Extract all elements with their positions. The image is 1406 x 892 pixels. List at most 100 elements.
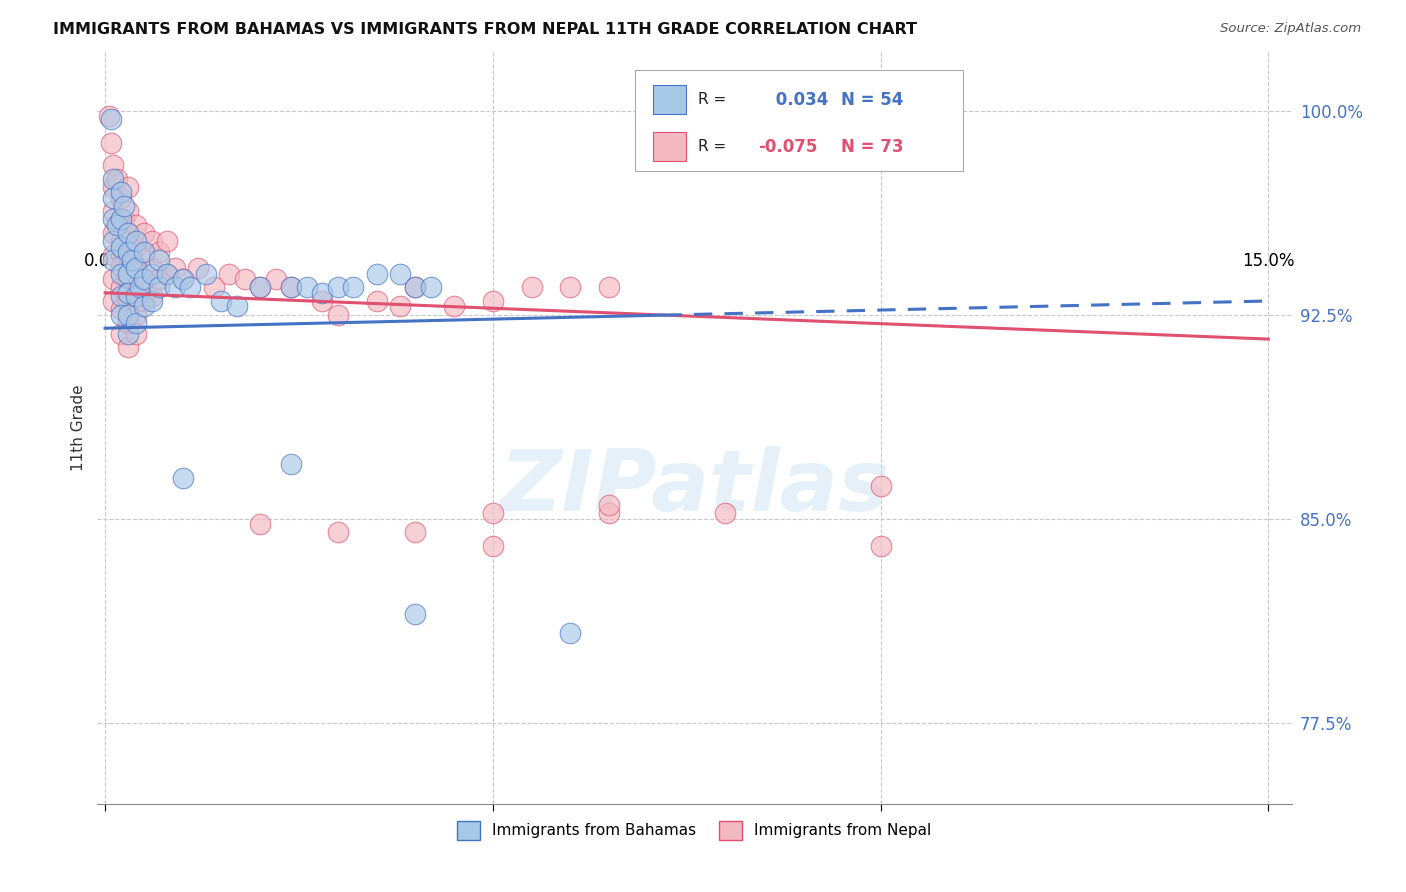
Text: 0.034: 0.034 <box>769 91 828 109</box>
Point <box>132 272 155 286</box>
Text: R =: R = <box>697 92 727 107</box>
Y-axis label: 11th Grade: 11th Grade <box>72 384 86 471</box>
Point <box>110 212 132 227</box>
Point <box>404 280 426 294</box>
Point <box>598 506 620 520</box>
Point <box>141 261 163 276</box>
Point <box>311 293 333 308</box>
Point <box>125 308 148 322</box>
Point <box>520 280 543 294</box>
Point <box>101 204 124 219</box>
Point <box>249 517 271 532</box>
Point <box>326 525 349 540</box>
Point <box>148 272 170 286</box>
Point <box>233 272 256 286</box>
Point <box>114 199 136 213</box>
Point <box>110 288 132 302</box>
Point <box>342 280 364 294</box>
Point <box>125 234 148 248</box>
Point <box>132 300 155 314</box>
Point <box>163 261 186 276</box>
Point <box>117 267 139 281</box>
Point <box>714 506 737 520</box>
Point <box>156 267 179 281</box>
Point <box>560 280 582 294</box>
Point <box>141 234 163 248</box>
Point <box>101 212 124 227</box>
Point <box>172 272 194 286</box>
Text: -0.075: -0.075 <box>758 137 817 156</box>
Text: N = 54: N = 54 <box>841 91 904 109</box>
Point <box>419 280 441 294</box>
Point <box>280 457 302 471</box>
Text: N = 73: N = 73 <box>841 137 904 156</box>
Point <box>101 253 124 268</box>
Point <box>311 285 333 300</box>
Point <box>117 248 139 262</box>
Point <box>101 226 124 240</box>
Point <box>388 267 411 281</box>
Point <box>117 226 139 240</box>
Point <box>141 288 163 302</box>
Point <box>264 272 287 286</box>
Point <box>482 506 505 520</box>
Point <box>218 267 240 281</box>
Point <box>125 285 148 300</box>
Point <box>125 239 148 253</box>
Point <box>117 285 139 300</box>
Point <box>366 293 388 308</box>
Text: 15.0%: 15.0% <box>1241 252 1295 270</box>
Point <box>125 261 148 276</box>
Text: ZIPatlas: ZIPatlas <box>499 446 890 529</box>
Point <box>280 280 302 294</box>
Point <box>117 308 139 322</box>
Point <box>869 479 891 493</box>
Point <box>172 272 194 286</box>
Point <box>148 253 170 268</box>
Point <box>326 308 349 322</box>
Point <box>156 267 179 281</box>
Point <box>110 234 132 248</box>
Point <box>117 245 139 260</box>
Point <box>326 280 349 294</box>
Point <box>366 267 388 281</box>
Point <box>404 607 426 621</box>
Point <box>132 272 155 286</box>
Point <box>295 280 318 294</box>
Point <box>101 191 124 205</box>
Point <box>172 471 194 485</box>
Point <box>148 245 170 260</box>
Point <box>482 293 505 308</box>
Point <box>125 218 148 232</box>
Point <box>110 185 132 199</box>
Point <box>110 280 132 294</box>
Point <box>156 234 179 248</box>
Point <box>117 272 139 286</box>
Point <box>132 245 155 260</box>
Text: Source: ZipAtlas.com: Source: ZipAtlas.com <box>1220 22 1361 36</box>
Point <box>110 239 132 253</box>
Point <box>101 248 124 262</box>
Point <box>125 261 148 276</box>
Point <box>117 204 139 219</box>
Point <box>110 267 132 281</box>
Point <box>110 191 132 205</box>
Bar <box>652 132 686 161</box>
Point <box>117 326 139 341</box>
FancyBboxPatch shape <box>634 70 963 171</box>
Point <box>125 316 148 330</box>
Point <box>249 280 271 294</box>
Point <box>110 302 132 317</box>
Point <box>280 280 302 294</box>
Point <box>141 267 163 281</box>
Point <box>101 293 124 308</box>
Point <box>187 261 209 276</box>
Point <box>869 539 891 553</box>
Point <box>388 300 411 314</box>
Point <box>141 293 163 308</box>
Point <box>110 259 132 273</box>
Point <box>117 293 139 308</box>
Point <box>110 308 132 322</box>
Point <box>482 539 505 553</box>
Point <box>105 171 128 186</box>
